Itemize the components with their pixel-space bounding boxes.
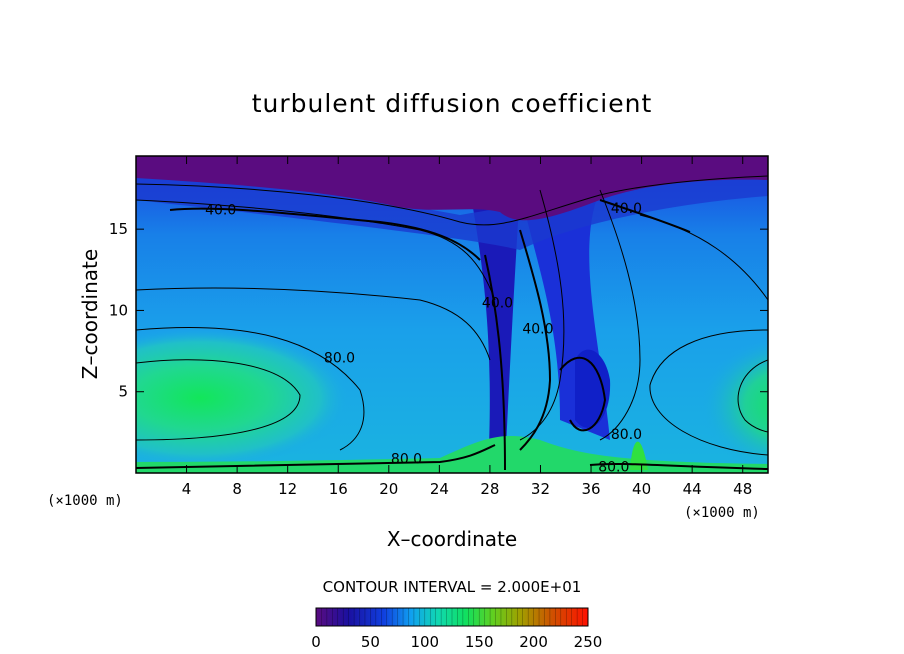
y-axis-label: Z–coordinate	[78, 249, 102, 379]
x-unit-right: (×1000 m)	[684, 505, 760, 521]
chart-title: turbulent diffusion coefficient	[252, 89, 653, 118]
x-tick-label: 40	[632, 480, 651, 498]
y-axis-ticks: 5 10 15	[109, 220, 768, 401]
colorbar-tick-label: 0	[311, 633, 321, 651]
colorbar	[315, 607, 589, 627]
x-unit-left: (×1000 m)	[47, 493, 123, 509]
plot-frame	[135, 155, 769, 474]
contour-interval-text: CONTOUR INTERVAL = 2.000E+01	[323, 578, 582, 596]
colorbar-tick-label: 250	[574, 633, 603, 651]
colorbar-tick-label: 100	[410, 633, 439, 651]
x-tick-label: 32	[531, 480, 550, 498]
x-axis-label: X–coordinate	[387, 527, 517, 551]
x-tick-label: 12	[278, 480, 297, 498]
contour-label: 80.0	[324, 351, 355, 367]
contour-label: 40.0	[522, 321, 553, 337]
colorbar-tick-label: 50	[361, 633, 380, 651]
colorbar-ticks: 0 50 100 150 200 250	[311, 608, 602, 651]
contour-label: 80.0	[598, 459, 629, 475]
x-tick-label: 8	[232, 480, 242, 498]
contour-label: 40.0	[482, 295, 513, 311]
colorbar-tick-label: 150	[465, 633, 494, 651]
x-tick-label: 24	[430, 480, 449, 498]
x-tick-label: 36	[581, 480, 600, 498]
y-tick-label: 5	[118, 383, 128, 401]
x-tick-label: 28	[480, 480, 499, 498]
x-tick-label: 48	[733, 480, 752, 498]
x-tick-label: 44	[683, 480, 702, 498]
x-tick-label: 16	[329, 480, 348, 498]
x-tick-label: 4	[182, 480, 192, 498]
x-axis-ticks: 4 8 12 16 20 24 28 32 36 40 44 48	[182, 156, 752, 498]
contour-label: 80.0	[391, 451, 422, 467]
contour-label: 40.0	[611, 201, 642, 217]
contour-labels: 40.0 40.0 40.0 40.0 80.0 80.0 80.0 80.0	[205, 201, 642, 475]
contour-label: 80.0	[611, 427, 642, 443]
heatmap-field	[136, 156, 768, 473]
y-tick-label: 15	[109, 220, 128, 238]
contour-label: 40.0	[205, 203, 236, 219]
x-tick-label: 20	[379, 480, 398, 498]
y-tick-label: 10	[109, 301, 128, 319]
colorbar-tick-label: 200	[519, 633, 548, 651]
